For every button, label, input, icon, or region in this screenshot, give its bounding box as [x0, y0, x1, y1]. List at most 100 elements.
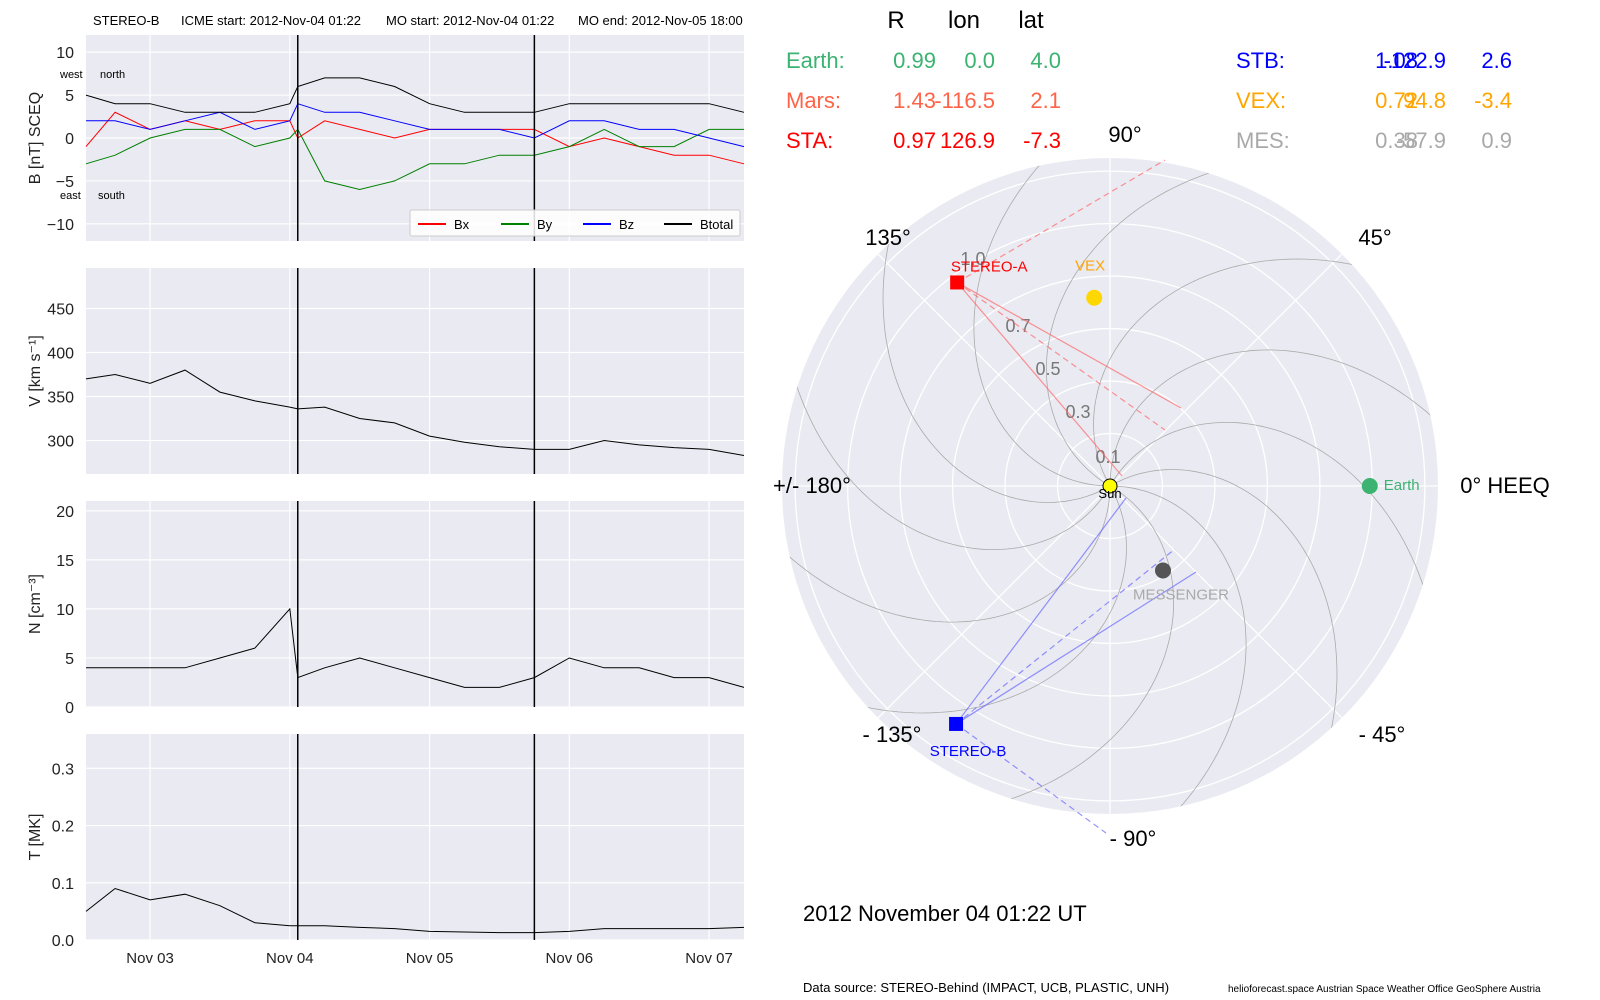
plot-area [86, 268, 744, 474]
row-lat: 4.0 [1030, 48, 1061, 73]
x-tick-label: Nov 05 [406, 950, 454, 967]
angle-label: - 45° [1359, 722, 1406, 747]
row-lon: 126.9 [940, 128, 995, 153]
polar-plot: 90° 135° 45° +/- 180° 0° HEEQ - 135° - 45° - 90… [773, 122, 1550, 851]
y-tick-label: 400 [47, 346, 74, 363]
y-tick-label: 0.0 [52, 933, 74, 950]
sta-fov-line [956, 281, 1182, 409]
y-tick-label: 350 [47, 390, 74, 407]
stereo-b-marker [949, 716, 964, 731]
corner-label-north: north [100, 69, 125, 81]
messenger-label: MESSENGER [1133, 586, 1229, 603]
row-name: STA: [786, 128, 833, 153]
plot-area [86, 734, 744, 940]
row-name: Earth: [786, 48, 845, 73]
stereo-a-label: STEREO-A [951, 258, 1028, 275]
table-header: R [887, 7, 904, 34]
angle-label: 0° HEEQ [1460, 473, 1550, 498]
series-line-bz [86, 103, 745, 148]
x-tick-label: Nov 04 [266, 950, 314, 967]
parker-spiral-line [1114, 469, 1338, 814]
parker-spiral-line [1112, 422, 1438, 691]
sun-marker [1102, 478, 1118, 494]
parker-spirals [782, 158, 1438, 814]
data-source-footer: Data source: STEREO-Behind (IMPACT, UCB,… [803, 980, 1169, 995]
parker-spiral-line [882, 158, 1106, 503]
angular-gridline [1109, 253, 1343, 487]
table-row: Mars: 1.43-116.5 2.1 [786, 88, 1061, 113]
stb-dashed-out [955, 723, 1107, 834]
angular-gridline [877, 485, 1111, 719]
corner-label-west: west [59, 69, 83, 81]
corner-label-south: south [98, 190, 125, 202]
row-r: 1.43 [893, 88, 936, 113]
angle-label: 135° [865, 225, 911, 250]
angle-label: 90° [1108, 122, 1141, 147]
y-tick-label: 10 [56, 602, 74, 619]
parker-spiral-line [782, 490, 1127, 714]
header-spacecraft: STEREO-B [93, 13, 159, 28]
y-tick-label: 0 [65, 700, 74, 717]
row-lat: -7.3 [1023, 128, 1061, 153]
parker-spiral-line [782, 281, 1108, 550]
earth-label: Earth [1384, 477, 1420, 494]
sta-sun-line [956, 282, 1123, 477]
series-line-bx [85, 111, 745, 165]
y-tick-label: 10 [56, 45, 74, 62]
sta-fov-dashed [956, 281, 1166, 431]
y-tick-label: 0.2 [52, 819, 74, 836]
y-tick-label: 300 [47, 434, 74, 451]
series-line-by [85, 128, 744, 191]
row-name: Mars: [786, 88, 841, 113]
x-tick-label: Nov 06 [546, 950, 594, 967]
radial-label: 1.0 [960, 249, 985, 269]
stb-fov-line [955, 571, 1197, 725]
table-row: Earth: 0.99 0.0 4.0 [786, 48, 1061, 73]
corner-label-east: east [60, 190, 81, 202]
table-header: lat [1018, 7, 1044, 34]
row-lat: -3.4 [1474, 88, 1512, 113]
y-axis-label: N [cm⁻³] [27, 574, 44, 634]
credits-footer: helioforecast.space Austrian Space Weath… [1228, 984, 1541, 995]
angular-gridline [877, 253, 1111, 487]
row-r: 1.08 [1375, 48, 1418, 73]
series-line-v [85, 369, 745, 456]
row-r: 0.97 [893, 128, 936, 153]
row-lon: 94.8 [1403, 88, 1446, 113]
stereo-b-label: STEREO-B [930, 743, 1007, 760]
y-tick-label: 20 [56, 504, 74, 521]
radial-label: 0.5 [1035, 359, 1060, 379]
row-r: 0.72 [1375, 88, 1418, 113]
parker-spiral-line [1093, 258, 1438, 482]
panel-density: 20 15 10 5 0 N [cm⁻³] [27, 501, 745, 717]
y-tick-label: 450 [47, 301, 74, 318]
radial-label: 0.3 [1065, 402, 1090, 422]
row-lat: 2.1 [1030, 88, 1061, 113]
sta-dashed-out [956, 159, 1166, 283]
legend-box [409, 209, 741, 237]
row-lat: 0.9 [1481, 128, 1512, 153]
angle-label: - 90° [1110, 826, 1157, 851]
legend-entry: Bx [454, 217, 470, 232]
legend-entry: Bz [619, 217, 634, 232]
parker-spiral-line [782, 473, 1111, 623]
row-lon: -57.9 [1396, 128, 1446, 153]
legend-entry: Btotal [700, 217, 733, 232]
sun-label: Sun [1098, 486, 1121, 501]
series-line-n [86, 607, 745, 688]
angular-gridline [1109, 485, 1343, 719]
row-r: 0.38 [1375, 128, 1418, 153]
y-tick-label: −10 [47, 217, 74, 234]
series-line-t [85, 887, 745, 934]
stb-fov-dashed [955, 548, 1176, 725]
messenger-marker [1154, 562, 1171, 579]
panel-temperature: 0.3 0.2 0.1 0.0 T [MK] Nov 03 Nov 04 Nov 05 Nov … [27, 734, 745, 967]
vex-marker [1086, 289, 1103, 306]
y-tick-label: 0 [65, 131, 74, 148]
stereo-a-marker [950, 275, 965, 290]
header-mo-end: MO end: 2012-Nov-05 18:00 [578, 13, 743, 28]
header-mo-start: MO start: 2012-Nov-04 01:22 [386, 13, 554, 28]
row-lat: 2.6 [1481, 48, 1512, 73]
